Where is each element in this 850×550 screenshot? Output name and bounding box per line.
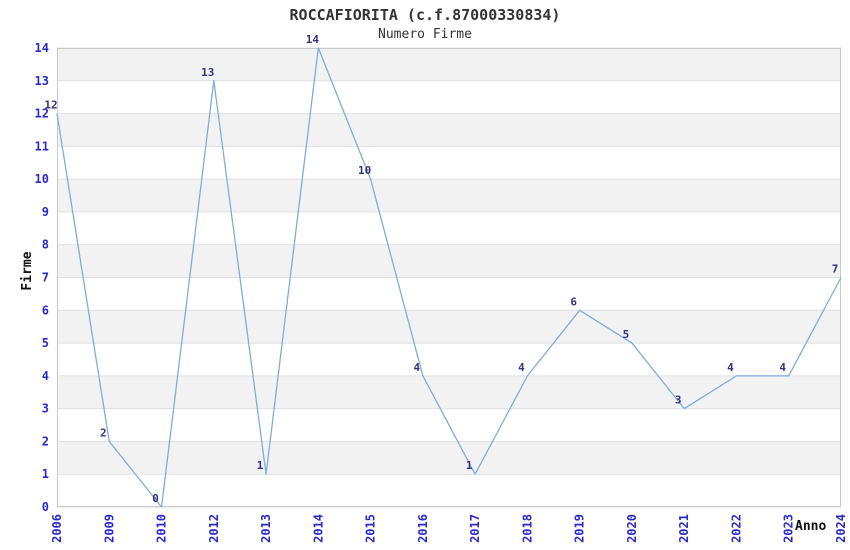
y-tick-label: 2 xyxy=(42,434,49,448)
data-point-label: 5 xyxy=(623,328,630,341)
y-tick-label: 14 xyxy=(35,41,49,55)
grid-band xyxy=(57,146,841,180)
y-axis-label: Firme xyxy=(20,251,35,291)
y-tick-label: 6 xyxy=(42,303,49,317)
data-point-label: 4 xyxy=(414,361,421,374)
chart-title: ROCCAFIORITA (c.f.87000330834) xyxy=(289,6,561,24)
data-point-label: 1 xyxy=(466,459,473,472)
x-tick-label: 2006 xyxy=(50,514,64,543)
x-tick-label: 2021 xyxy=(677,514,691,543)
y-tick-label: 1 xyxy=(42,467,49,481)
x-tick-label: 2023 xyxy=(782,514,796,543)
data-point-label: 12 xyxy=(44,99,57,112)
data-point-label: 13 xyxy=(201,66,214,79)
data-point-label: 2 xyxy=(100,426,107,439)
grid-band xyxy=(57,244,841,278)
y-tick-label: 10 xyxy=(35,172,49,186)
grid-band xyxy=(57,343,841,376)
x-tick-label: 2019 xyxy=(573,514,587,543)
chart-subtitle: Numero Firme xyxy=(378,27,472,42)
y-tick-label: 8 xyxy=(42,238,49,252)
x-tick-label: 2015 xyxy=(364,514,378,543)
y-tick-label: 13 xyxy=(35,74,49,88)
y-tick-label: 5 xyxy=(42,336,49,350)
data-point-label: 4 xyxy=(779,361,786,374)
data-point-label: 7 xyxy=(832,263,839,276)
data-point-label: 4 xyxy=(518,361,525,374)
x-tick-label: 2009 xyxy=(102,514,116,543)
data-point-label: 10 xyxy=(358,164,371,177)
x-tick-label: 2018 xyxy=(520,514,534,543)
x-tick-label: 2017 xyxy=(468,514,482,543)
data-point-label: 3 xyxy=(675,394,682,407)
grid-band xyxy=(57,277,841,311)
y-tick-label: 0 xyxy=(42,500,49,514)
y-tick-label: 3 xyxy=(42,402,49,416)
y-tick-label: 4 xyxy=(42,369,49,383)
y-tick-label: 11 xyxy=(35,139,49,153)
data-point-label: 14 xyxy=(306,33,320,46)
data-line xyxy=(56,47,842,508)
grid-band xyxy=(57,441,841,475)
x-tick-label: 2010 xyxy=(155,514,169,543)
data-point-label: 4 xyxy=(727,361,734,374)
grid-band xyxy=(57,474,841,507)
grid-band xyxy=(57,113,841,147)
x-tick-label: 2020 xyxy=(625,514,639,543)
x-axis-label: Anno xyxy=(795,519,827,534)
data-point-label: 0 xyxy=(152,492,159,505)
grid-band xyxy=(57,179,841,212)
data-point-label: 1 xyxy=(257,459,264,472)
grid-band xyxy=(57,310,841,344)
y-tick-label: 12 xyxy=(35,107,49,121)
x-tick-label: 2013 xyxy=(259,514,273,543)
x-tick-label: 2024 xyxy=(834,514,848,543)
data-point-label: 6 xyxy=(570,295,577,308)
x-tick-label: 2016 xyxy=(416,514,430,543)
grid-band xyxy=(57,211,841,245)
grid-band xyxy=(57,48,841,81)
x-tick-label: 2014 xyxy=(311,514,325,543)
x-tick-label: 2022 xyxy=(729,514,743,543)
x-tick-label: 2012 xyxy=(207,514,221,543)
grid-band xyxy=(57,80,841,114)
y-tick-label: 7 xyxy=(42,271,49,285)
y-tick-label: 9 xyxy=(42,205,49,219)
